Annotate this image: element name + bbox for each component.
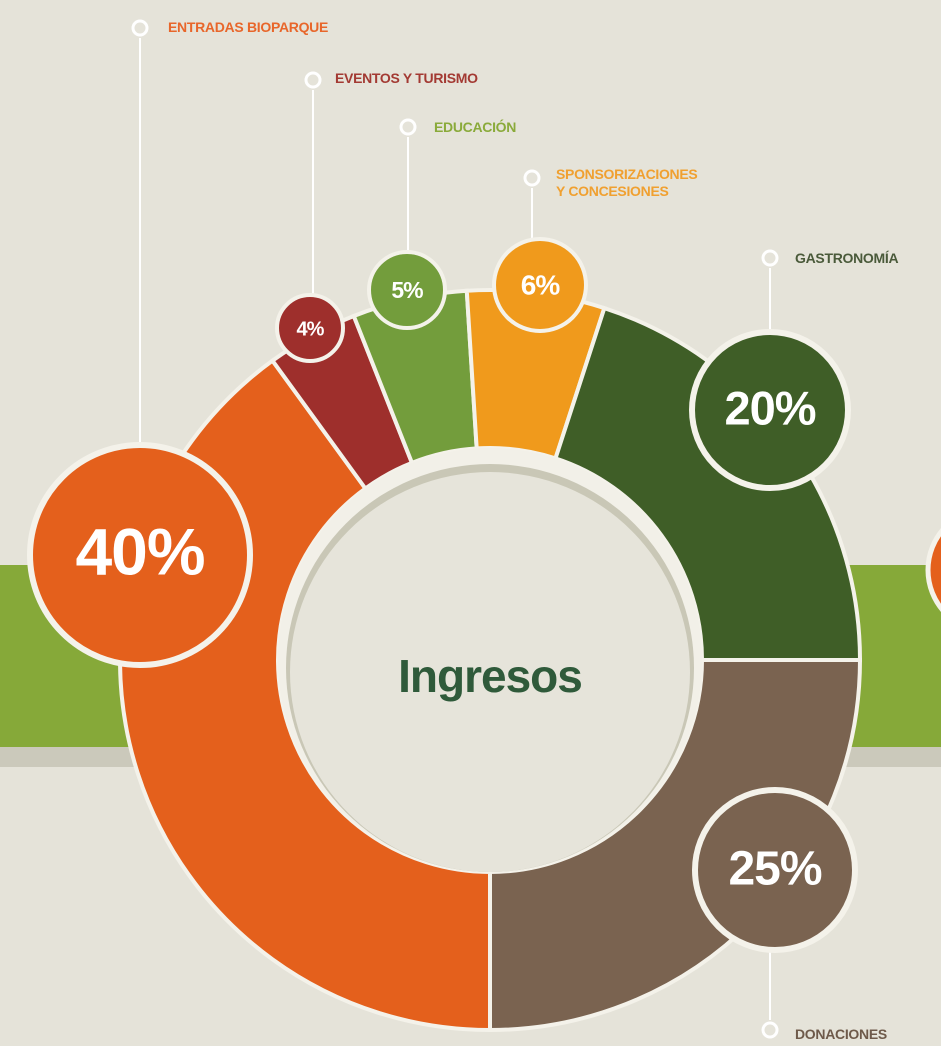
category-label: ENTRADAS BIOPARQUE	[168, 19, 328, 36]
pin	[763, 1023, 777, 1037]
category-label: EVENTOS Y TURISMO	[335, 70, 478, 87]
value-label: 40%	[75, 514, 204, 588]
pin	[525, 171, 539, 185]
value-label: 20%	[724, 381, 815, 434]
page: Ingresos 25%40%4%5%6%20% (() => { const …	[0, 0, 941, 1046]
pin	[763, 251, 777, 265]
pin	[306, 73, 320, 87]
category-label: DONACIONES	[795, 1026, 887, 1043]
value-label: 5%	[391, 277, 423, 303]
value-label: 6%	[521, 269, 561, 300]
category-label: EDUCACIÓN	[434, 119, 516, 136]
center-title: Ingresos	[398, 650, 582, 702]
chart: Ingresos 25% 40% 4% 5% 6% 20%	[0, 0, 941, 1046]
value-label: 25%	[728, 843, 821, 896]
pin	[401, 120, 415, 134]
pin	[133, 21, 147, 35]
category-label: SPONSORIZACIONES Y CONCESIONES	[556, 166, 706, 200]
category-label: GASTRONOMÍA	[795, 250, 898, 267]
value-label: 4%	[297, 318, 325, 340]
